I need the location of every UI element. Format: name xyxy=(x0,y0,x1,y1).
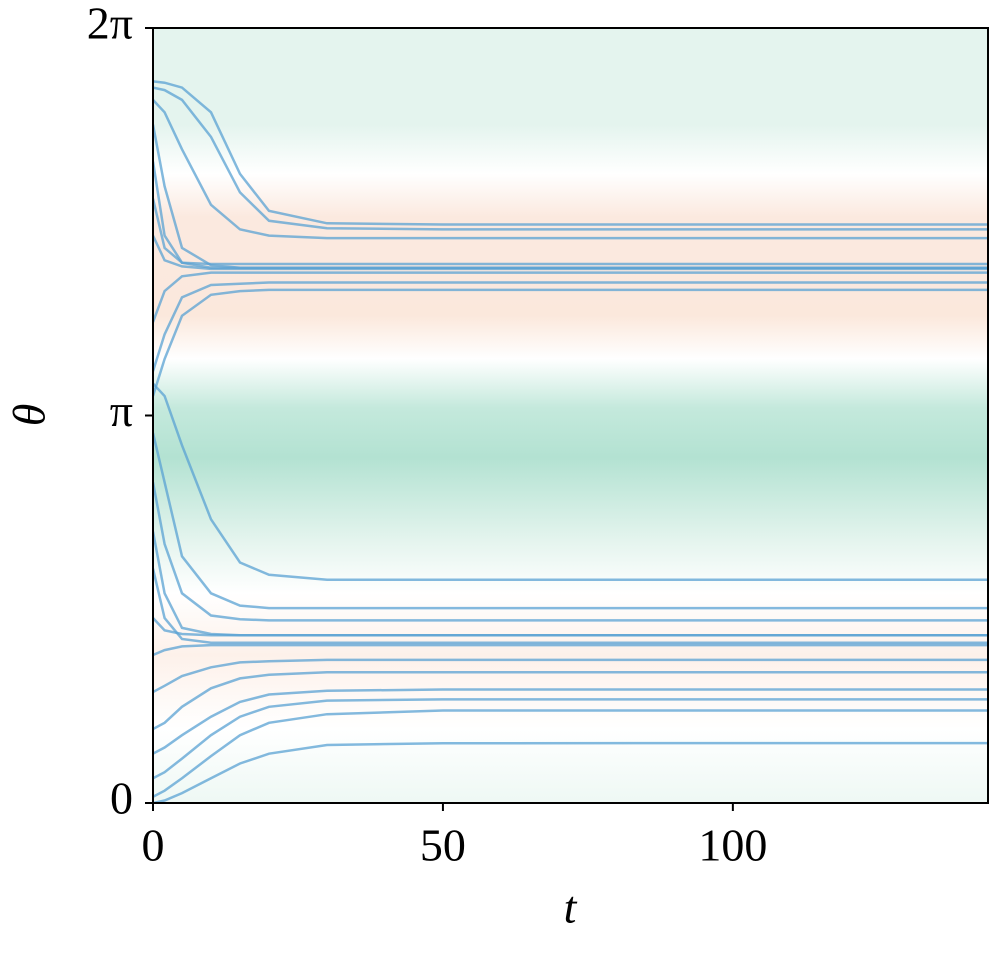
trajectory xyxy=(153,658,988,694)
x-tick-label: 100 xyxy=(698,820,767,871)
trajectories xyxy=(153,80,988,803)
trajectory xyxy=(153,617,988,637)
trajectory xyxy=(153,643,988,657)
trajectory xyxy=(153,86,988,231)
y-tick-label: 0 xyxy=(110,773,133,824)
y-tick-label: 2π xyxy=(87,0,133,49)
trajectory xyxy=(153,235,988,271)
trajectory xyxy=(153,432,988,610)
heatmap xyxy=(153,28,988,803)
trajectory xyxy=(153,568,988,644)
trajectory xyxy=(153,382,988,581)
trajectory xyxy=(153,288,988,397)
trajectory xyxy=(153,281,988,372)
y-tick-label: π xyxy=(110,385,133,436)
trajectory xyxy=(153,99,988,240)
x-tick-label: 50 xyxy=(420,820,466,871)
trajectory xyxy=(153,741,988,803)
trajectory xyxy=(153,482,988,622)
trajectory xyxy=(153,709,988,798)
trajectory xyxy=(153,671,988,731)
trajectory xyxy=(153,271,988,323)
trajectory xyxy=(153,698,988,780)
x-tick-label: 0 xyxy=(142,820,165,871)
y-axis-label: θ xyxy=(4,404,55,427)
trajectory xyxy=(153,688,988,755)
x-axis-label: t xyxy=(564,882,578,933)
trajectory xyxy=(153,198,988,266)
trajectory xyxy=(153,80,988,226)
